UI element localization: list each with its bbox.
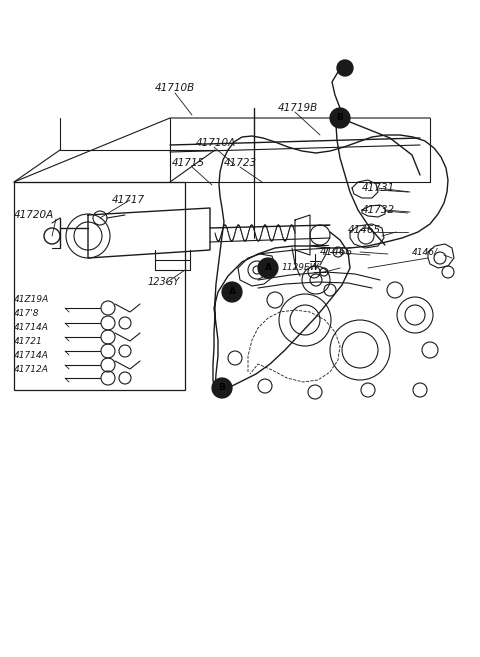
Text: 41717: 41717 (112, 195, 145, 205)
Text: 41723: 41723 (224, 158, 257, 168)
Ellipse shape (258, 258, 278, 278)
Text: 41714A: 41714A (14, 351, 49, 361)
Ellipse shape (341, 64, 349, 72)
Bar (14, 182, 185, 390)
Text: 417'8: 417'8 (14, 309, 39, 319)
Text: 41732: 41732 (362, 205, 395, 215)
Text: 41712A: 41712A (14, 365, 49, 374)
Text: 123GY: 123GY (148, 277, 180, 287)
Text: 41719B: 41719B (278, 103, 318, 113)
Text: B: B (336, 114, 343, 122)
Ellipse shape (217, 383, 227, 393)
Ellipse shape (330, 108, 350, 128)
Text: 1129EW: 1129EW (282, 263, 320, 273)
Ellipse shape (222, 282, 242, 302)
Text: 41731: 41731 (362, 183, 395, 193)
Text: 41Z19A: 41Z19A (14, 296, 49, 304)
Text: 41714A: 41714A (14, 323, 49, 332)
Text: 41721: 41721 (14, 338, 43, 346)
Text: 41720A: 41720A (14, 210, 54, 220)
Text: 4146/: 4146/ (412, 248, 438, 256)
Text: B: B (218, 384, 226, 392)
Ellipse shape (212, 378, 232, 398)
Text: 41710B: 41710B (155, 83, 195, 93)
Text: A: A (228, 288, 236, 296)
Text: 41465: 41465 (348, 225, 381, 235)
Text: 41715: 41715 (172, 158, 205, 168)
Ellipse shape (265, 265, 271, 271)
Text: 41710A: 41710A (196, 138, 236, 148)
Text: 41466: 41466 (320, 247, 353, 257)
Text: A: A (264, 263, 272, 273)
Ellipse shape (337, 60, 353, 76)
